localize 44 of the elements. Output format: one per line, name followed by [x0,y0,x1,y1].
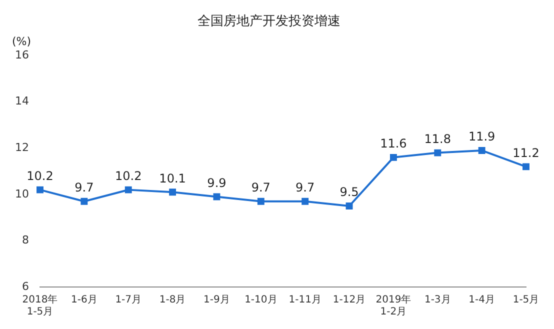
point [434,149,442,156]
x-tick-label: 1-7月 [115,294,142,306]
point [80,198,88,205]
y-tick-label: 14 [14,94,29,108]
x-tick-label: 1-4月 [468,294,495,306]
data-label: 10.1 [159,171,186,186]
data-label: 10.2 [115,168,142,183]
point [36,186,44,194]
x-tick-label: 1-12月 [332,294,366,306]
data-label: 11.6 [380,136,407,151]
point [346,202,353,210]
x-tick-label: 1-3月 [424,294,451,306]
point [257,198,264,205]
data-label: 9.7 [74,180,94,195]
data-label: 9.5 [340,185,359,200]
data-label: 10.2 [26,168,54,183]
x-tick-label: 1-9月 [204,294,230,306]
data-label: 9.7 [251,180,270,195]
x-tick-label: 1-8月 [159,294,186,306]
data-label: 11.9 [468,130,496,144]
point [478,147,486,154]
point [124,186,132,194]
point [302,198,309,205]
y-tick-label: 8 [22,234,29,247]
x-tick-label: 1-6月 [71,294,98,306]
x-tick-label: 1-5月 [512,294,540,306]
y-tick-label: 12 [14,141,29,154]
point [390,154,397,161]
y-tick-label: 10 [14,187,29,200]
chart-title: 全国房地产开发投资增速 [198,13,340,30]
x-tick-label: 2018年 1-5月 [22,294,58,318]
data-label: 9.9 [207,176,226,190]
point [213,193,220,200]
x-tick-label: 2019年 1-2月 [376,294,412,318]
x-tick-label: 1-11月 [288,294,322,306]
data-label: 11.8 [424,132,451,146]
y-axis-title: (%) [12,34,32,48]
x-tick-label: 1-10月 [244,294,278,306]
data-label: 9.7 [296,180,315,195]
data-label: 11.2 [512,146,540,160]
point [522,163,530,170]
y-tick-label: 16 [14,48,29,62]
y-tick-label: 6 [22,280,29,293]
point [169,188,176,196]
